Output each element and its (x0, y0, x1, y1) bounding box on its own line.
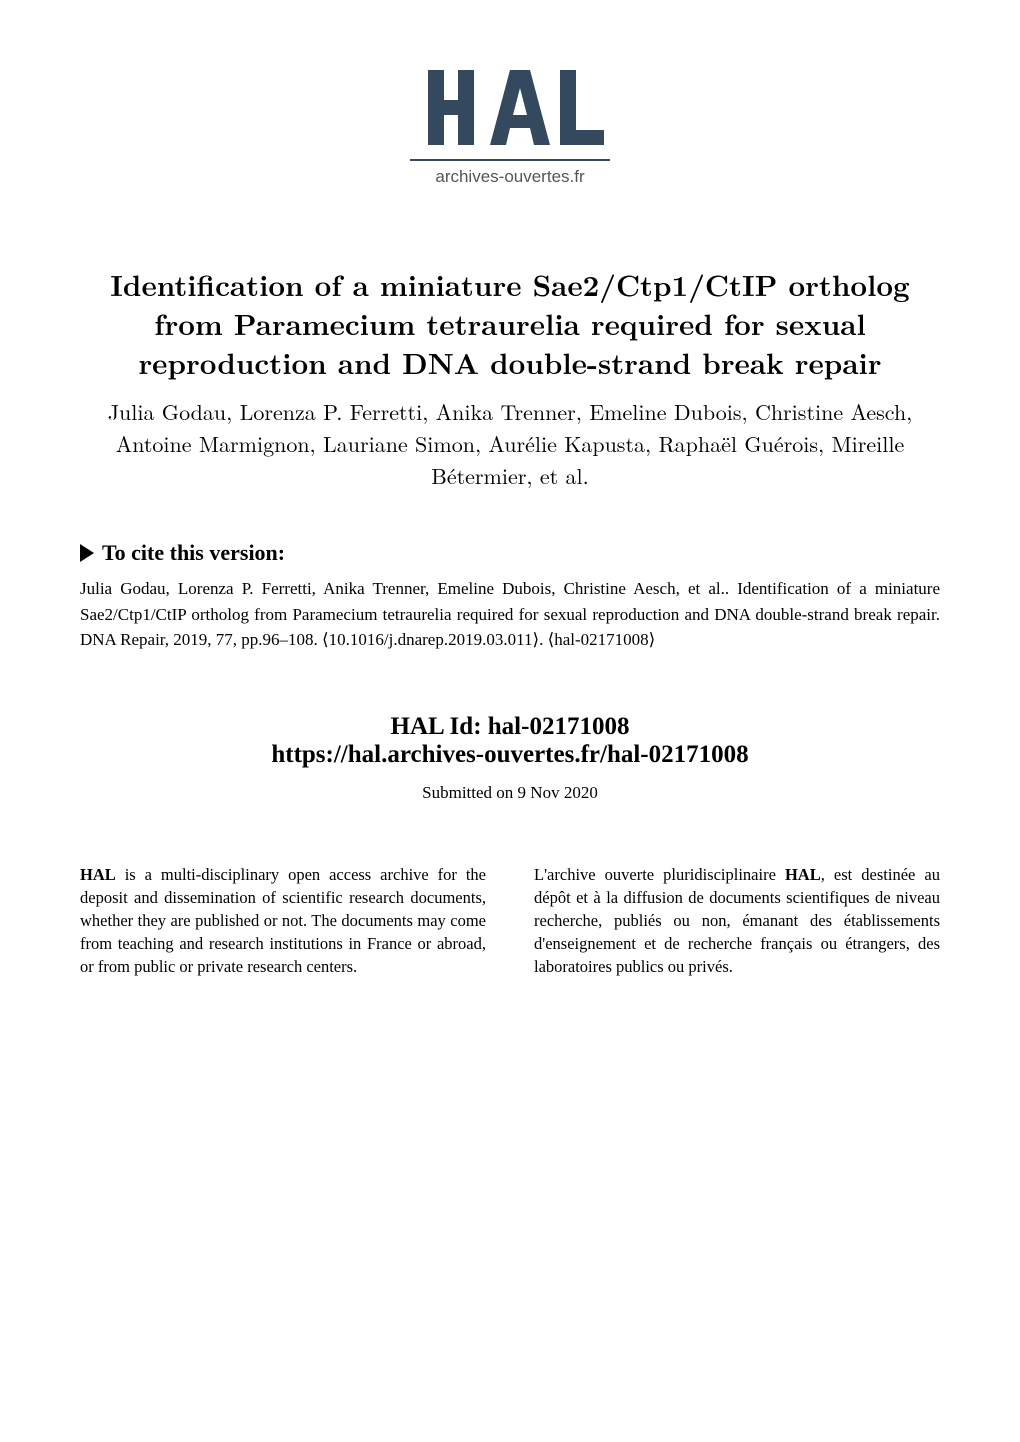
hal-id-block: HAL Id: hal-02171008 https://hal.archive… (80, 713, 940, 769)
hal-id-value: hal-02171008 (488, 713, 630, 740)
title-block: Identification of a miniature Sae2/Ctp1/… (80, 265, 940, 382)
hal-logo: archives-ouvertes.fr (80, 60, 940, 195)
submitted-date: Submitted on 9 Nov 2020 (80, 783, 940, 803)
hal-id-label: HAL Id: (391, 713, 488, 740)
play-icon (80, 544, 94, 562)
hal-logo-svg: archives-ouvertes.fr (400, 60, 620, 195)
hal-id: HAL Id: hal-02171008 (80, 713, 940, 741)
logo-subtitle: archives-ouvertes.fr (435, 167, 585, 186)
cite-heading-text: To cite this version: (102, 540, 285, 566)
column-right: L'archive ouverte pluridisciplinaire HAL… (534, 863, 940, 978)
authors-block: Julia Godau, Lorenza P. Ferretti, Anika … (80, 396, 940, 492)
description-columns: HAL is a multi-disciplinary open access … (80, 863, 940, 978)
citation-text: Julia Godau, Lorenza P. Ferretti, Anika … (80, 576, 940, 653)
hal-url-link[interactable]: https://hal.archives-ouvertes.fr/hal-021… (80, 741, 940, 769)
column-left: HAL is a multi-disciplinary open access … (80, 863, 486, 978)
paper-title: Identification of a miniature Sae2/Ctp1/… (80, 265, 940, 382)
cite-heading: To cite this version: (80, 540, 940, 566)
